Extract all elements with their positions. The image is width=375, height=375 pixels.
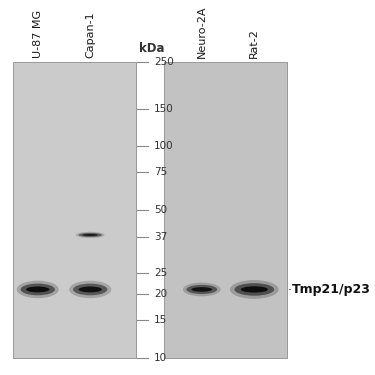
Ellipse shape <box>82 234 98 236</box>
Text: 150: 150 <box>154 104 174 114</box>
Text: U-87 MG: U-87 MG <box>33 10 43 58</box>
Text: kDa: kDa <box>140 42 165 55</box>
Ellipse shape <box>26 286 50 292</box>
Ellipse shape <box>17 280 59 298</box>
Text: 100: 100 <box>154 141 174 151</box>
Ellipse shape <box>21 284 55 295</box>
Text: Tmp21/p23: Tmp21/p23 <box>292 283 371 296</box>
Text: 37: 37 <box>154 232 168 242</box>
Ellipse shape <box>73 284 107 295</box>
Text: 15: 15 <box>154 315 168 326</box>
Text: 10: 10 <box>154 352 167 363</box>
Ellipse shape <box>186 285 217 294</box>
Text: 250: 250 <box>154 57 174 67</box>
Text: 50: 50 <box>154 205 167 215</box>
Ellipse shape <box>241 286 268 292</box>
Text: Neuro-2A: Neuro-2A <box>197 5 207 58</box>
Ellipse shape <box>234 283 274 296</box>
Ellipse shape <box>183 282 220 296</box>
Ellipse shape <box>230 280 279 299</box>
Ellipse shape <box>78 286 102 292</box>
Ellipse shape <box>78 233 102 237</box>
Text: Rat-2: Rat-2 <box>249 28 259 58</box>
Text: 75: 75 <box>154 168 168 177</box>
Text: 25: 25 <box>154 268 168 278</box>
Ellipse shape <box>76 232 105 238</box>
Ellipse shape <box>191 287 212 292</box>
Text: 20: 20 <box>154 289 167 299</box>
Bar <box>164 62 287 358</box>
Bar <box>13 62 136 358</box>
Text: Capan-1: Capan-1 <box>85 11 95 58</box>
Ellipse shape <box>69 280 111 298</box>
